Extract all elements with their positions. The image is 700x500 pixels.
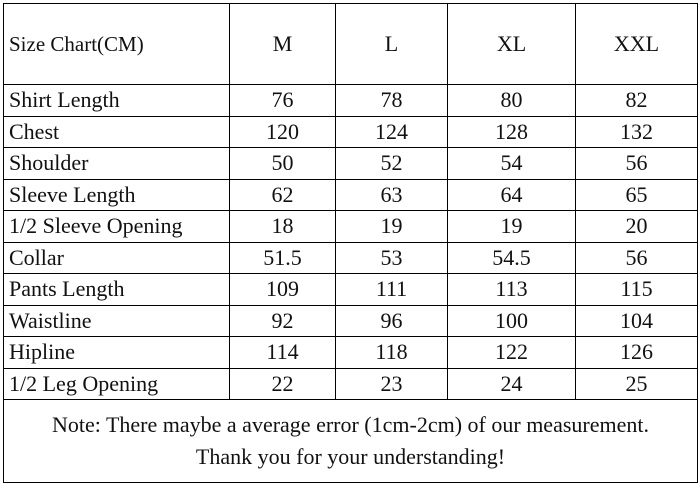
cell: 126 xyxy=(575,336,698,369)
table-row: Hipline 114 118 122 126 xyxy=(3,336,698,369)
cell: 111 xyxy=(335,273,448,306)
row-label: Waistline xyxy=(3,304,230,337)
row-label: 1/2 Leg Opening xyxy=(3,367,230,400)
cell: 56 xyxy=(575,241,698,274)
table-row: Chest 120 124 128 132 xyxy=(3,115,698,148)
cell: 19 xyxy=(335,210,448,243)
cell: 23 xyxy=(335,367,448,400)
cell: 100 xyxy=(447,304,576,337)
header-cell: XXL xyxy=(575,3,698,85)
table-row: Shirt Length 76 78 80 82 xyxy=(3,84,698,117)
cell: 19 xyxy=(447,210,576,243)
cell: 20 xyxy=(575,210,698,243)
cell: 62 xyxy=(229,178,336,211)
cell: 76 xyxy=(229,84,336,117)
header-row: Size Chart(CM) M L XL XXL xyxy=(3,3,698,85)
note-line: Thank you for your understanding! xyxy=(195,444,506,469)
cell: 54.5 xyxy=(447,241,576,274)
row-label: 1/2 Sleeve Opening xyxy=(3,210,230,243)
cell: 56 xyxy=(575,147,698,180)
cell: 54 xyxy=(447,147,576,180)
cell: 92 xyxy=(229,304,336,337)
cell: 50 xyxy=(229,147,336,180)
cell: 63 xyxy=(335,178,448,211)
size-chart: Size Chart(CM) M L XL XXL Shirt Length 76 78 80 8… xyxy=(3,3,698,497)
note-row: Note: There maybe a average error (1cm-2… xyxy=(3,399,698,483)
cell: 18 xyxy=(229,210,336,243)
cell: 120 xyxy=(229,115,336,148)
cell: 82 xyxy=(575,84,698,117)
cell: 52 xyxy=(335,147,448,180)
row-label: Collar xyxy=(3,241,230,274)
cell: 104 xyxy=(575,304,698,337)
header-cell: L xyxy=(335,3,448,85)
cell: 124 xyxy=(335,115,448,148)
cell: 122 xyxy=(447,336,576,369)
cell: 51.5 xyxy=(229,241,336,274)
cell: 80 xyxy=(447,84,576,117)
header-cell: XL xyxy=(447,3,576,85)
table-row: Waistline 92 96 100 104 xyxy=(3,304,698,337)
row-label: Pants Length xyxy=(3,273,230,306)
header-cell: Size Chart(CM) xyxy=(3,3,230,85)
table-row: Shoulder 50 52 54 56 xyxy=(3,147,698,180)
cell: 114 xyxy=(229,336,336,369)
row-label: Shoulder xyxy=(3,147,230,180)
cell: 64 xyxy=(447,178,576,211)
table-row: 1/2 Leg Opening 22 23 24 25 xyxy=(3,367,698,400)
row-label: Shirt Length xyxy=(3,84,230,117)
note-cell: Note: There maybe a average error (1cm-2… xyxy=(3,399,698,483)
cell: 65 xyxy=(575,178,698,211)
table-row: Sleeve Length 62 63 64 65 xyxy=(3,178,698,211)
cell: 118 xyxy=(335,336,448,369)
cell: 132 xyxy=(575,115,698,148)
cell: 109 xyxy=(229,273,336,306)
cell: 115 xyxy=(575,273,698,306)
row-label: Sleeve Length xyxy=(3,178,230,211)
size-table: Size Chart(CM) M L XL XXL Shirt Length 76 78 80 8… xyxy=(3,3,698,483)
cell: 24 xyxy=(447,367,576,400)
header-cell: M xyxy=(229,3,336,85)
cell: 78 xyxy=(335,84,448,117)
table-row: 1/2 Sleeve Opening 18 19 19 20 xyxy=(3,210,698,243)
cell: 128 xyxy=(447,115,576,148)
cell: 22 xyxy=(229,367,336,400)
row-label: Chest xyxy=(3,115,230,148)
cell: 53 xyxy=(335,241,448,274)
note-line: Note: There maybe a average error (1cm-2… xyxy=(52,412,649,437)
cell: 25 xyxy=(575,367,698,400)
table-row: Collar 51.5 53 54.5 56 xyxy=(3,241,698,274)
table-row: Pants Length 109 111 113 115 xyxy=(3,273,698,306)
row-label: Hipline xyxy=(3,336,230,369)
cell: 113 xyxy=(447,273,576,306)
cell: 96 xyxy=(335,304,448,337)
